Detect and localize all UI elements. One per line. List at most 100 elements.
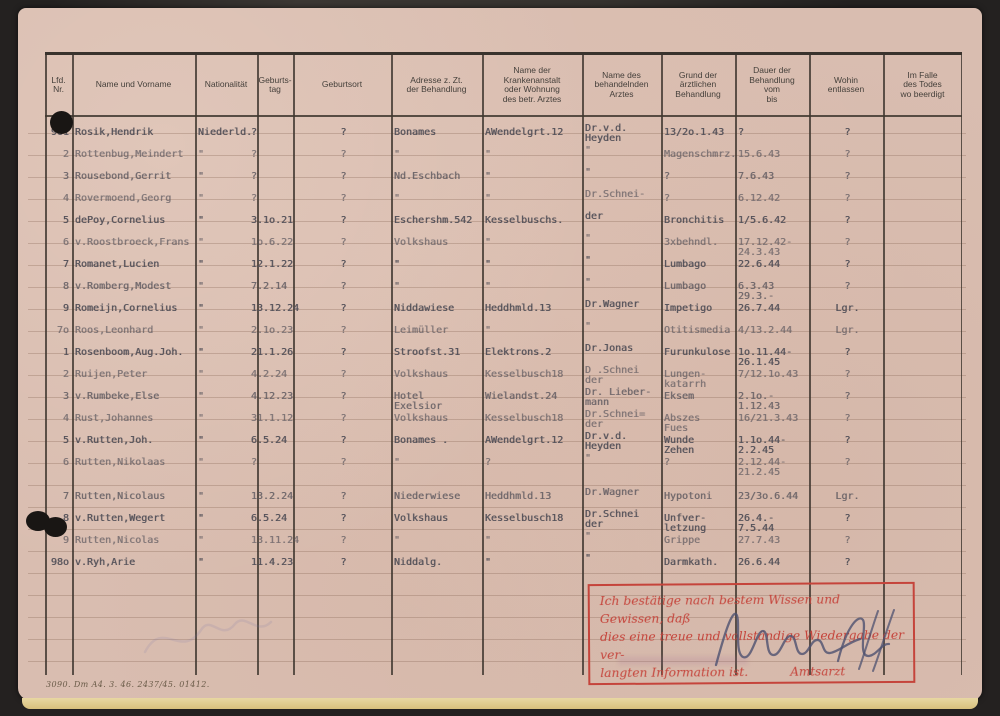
cell: 13/2o.1.43 bbox=[664, 127, 725, 138]
cell: 26.4.- 7.5.44 bbox=[738, 513, 775, 534]
cell: " bbox=[198, 457, 205, 468]
cell: ? bbox=[664, 193, 671, 204]
column-header: Adresse z. Zt. der Behandlung bbox=[406, 74, 467, 94]
cell: " bbox=[485, 535, 492, 546]
cell: ? bbox=[340, 193, 347, 204]
cell: Furunkulose bbox=[664, 347, 731, 358]
cell: ? bbox=[844, 557, 851, 568]
cell: ? bbox=[340, 457, 347, 468]
cell: ? bbox=[340, 435, 347, 446]
cell: v.Romberg,Modest bbox=[75, 281, 172, 292]
cell: " bbox=[198, 325, 205, 336]
grid-vline bbox=[72, 55, 74, 675]
cell: ? bbox=[340, 281, 347, 292]
cell bbox=[883, 553, 962, 575]
cell: ? bbox=[844, 281, 851, 292]
cell: Dr.Wagner bbox=[585, 487, 640, 498]
cell: ? bbox=[844, 369, 851, 380]
cell: 6.5.24 bbox=[251, 513, 288, 524]
cell: Niederld. bbox=[198, 127, 253, 138]
cell: 23/3o.6.44 bbox=[738, 491, 799, 502]
cell: 6 bbox=[62, 237, 69, 248]
cell: ? bbox=[340, 237, 347, 248]
table-row: 7 Romanet,Lucien " 12.1.22? " " " Lumbago 22.6.4… bbox=[45, 255, 962, 277]
cell: 5 bbox=[62, 215, 69, 226]
cell: Elektrons.2 bbox=[485, 347, 552, 358]
cell: Lungen- katarrh bbox=[664, 369, 707, 390]
cell: Roos,Leonhard bbox=[75, 325, 154, 336]
cell: 2 bbox=[62, 149, 69, 160]
cell: ? bbox=[844, 413, 851, 424]
table-row: 1 Rosenboom,Aug.Joh. " 21.1.26? Stroofst.31 E… bbox=[45, 343, 962, 368]
cell: " bbox=[198, 171, 205, 182]
cell: 5 bbox=[62, 435, 69, 446]
cell: Volkshaus bbox=[394, 369, 449, 380]
cell: Kesselbusch18 bbox=[485, 413, 564, 424]
cell: 9 bbox=[62, 535, 69, 546]
column-header: Dauer der Behandlung vom bis bbox=[749, 65, 795, 104]
cell: Dr.v.d. Heyden bbox=[585, 431, 628, 452]
cell: Heddhmld.13 bbox=[485, 303, 552, 314]
cell: 1o.11.44- 26.1.45 bbox=[738, 347, 793, 368]
cell: 17.12.42- 24.3.43 bbox=[738, 237, 793, 258]
cell: Lgr. bbox=[835, 303, 860, 314]
faded-stamp-remnant bbox=[618, 656, 748, 665]
cell: " bbox=[585, 453, 592, 464]
cell: 4.12.23 bbox=[251, 391, 294, 402]
cell: Impetigo bbox=[664, 303, 713, 314]
cell: ? bbox=[340, 347, 347, 358]
cell: 3 bbox=[62, 171, 69, 182]
cell: 15.6.43 bbox=[738, 149, 781, 160]
cell: Lgr. bbox=[835, 491, 860, 502]
cell: " bbox=[585, 277, 592, 288]
table-row: 7 Rutten,Nicolaus " 13.2.24? Niederwiese Hedd… bbox=[45, 487, 962, 509]
cell: 31.1.12 bbox=[251, 413, 294, 424]
cell: AWendelgrt.12 bbox=[485, 435, 564, 446]
cell: Bonames . bbox=[394, 435, 449, 446]
grid-vline bbox=[809, 55, 811, 675]
cell: " bbox=[198, 491, 205, 502]
cell: 8 bbox=[62, 281, 69, 292]
cell bbox=[883, 531, 962, 553]
cell: 7.6.43 bbox=[738, 171, 775, 182]
cell: Volkshaus bbox=[394, 413, 449, 424]
cell: ? bbox=[340, 149, 347, 160]
cell: ? bbox=[844, 347, 851, 358]
cell: ? bbox=[340, 535, 347, 546]
table-row: 2 Ruijen,Peter " 4.2.24? Volkshaus Kesselbusc… bbox=[45, 365, 962, 390]
column-header: Name der Krankenanstalt oder Wohnung des… bbox=[502, 65, 562, 104]
table-row: 6 v.Roostbroeck,Frans " 1o.6.22? Volkshaus " "… bbox=[45, 233, 962, 258]
cell: 26.6.44 bbox=[738, 557, 781, 568]
cell: " bbox=[198, 413, 205, 424]
cell bbox=[883, 277, 962, 301]
cell bbox=[883, 321, 962, 343]
cell: 98o bbox=[50, 557, 69, 568]
table-row: 4 Rust,Johannes " 31.1.12? Volkshaus Kesselbu… bbox=[45, 409, 962, 434]
cell bbox=[883, 123, 962, 145]
cell: " bbox=[485, 281, 492, 292]
cell: Bronchitis bbox=[664, 215, 725, 226]
cell: 7o bbox=[56, 325, 69, 336]
cell: Unfver- letzung bbox=[664, 513, 707, 534]
cell: ? bbox=[251, 171, 258, 182]
table-row: 3 v.Rumbeke,Else " 4.12.23? Hotel Exelsior Wi… bbox=[45, 387, 962, 412]
table-row: 5 v.Rutten,Joh. " 6.5.24? Bonames . AWendelgr… bbox=[45, 431, 962, 456]
cell bbox=[883, 487, 962, 509]
grid-vline bbox=[661, 55, 663, 675]
cell: dePoy,Cornelius bbox=[75, 215, 166, 226]
cell: Lumbago bbox=[664, 259, 707, 270]
cell bbox=[883, 431, 962, 455]
cell: ? bbox=[340, 303, 347, 314]
table-row: 3 Rousebond,Gerrit "?? Nd.Eschbach " "? 7.6.43… bbox=[45, 167, 962, 189]
cell: " bbox=[485, 259, 492, 270]
table-body: 9 6 1 Rosik,Hendrik Niederld.?? Bonames AWende… bbox=[45, 117, 962, 575]
cell: 6.5.24 bbox=[251, 435, 288, 446]
cell: Rust,Johannes bbox=[75, 413, 154, 424]
cell: 1.1o.44- 2.2.45 bbox=[738, 435, 787, 456]
cell: " bbox=[485, 557, 492, 568]
column-header: Geburts- tag bbox=[258, 74, 292, 94]
cell: ? bbox=[340, 369, 347, 380]
cell: Dr.Wagner bbox=[585, 299, 640, 310]
cell: 13.12.24 bbox=[251, 303, 300, 314]
cell: ? bbox=[844, 237, 851, 248]
